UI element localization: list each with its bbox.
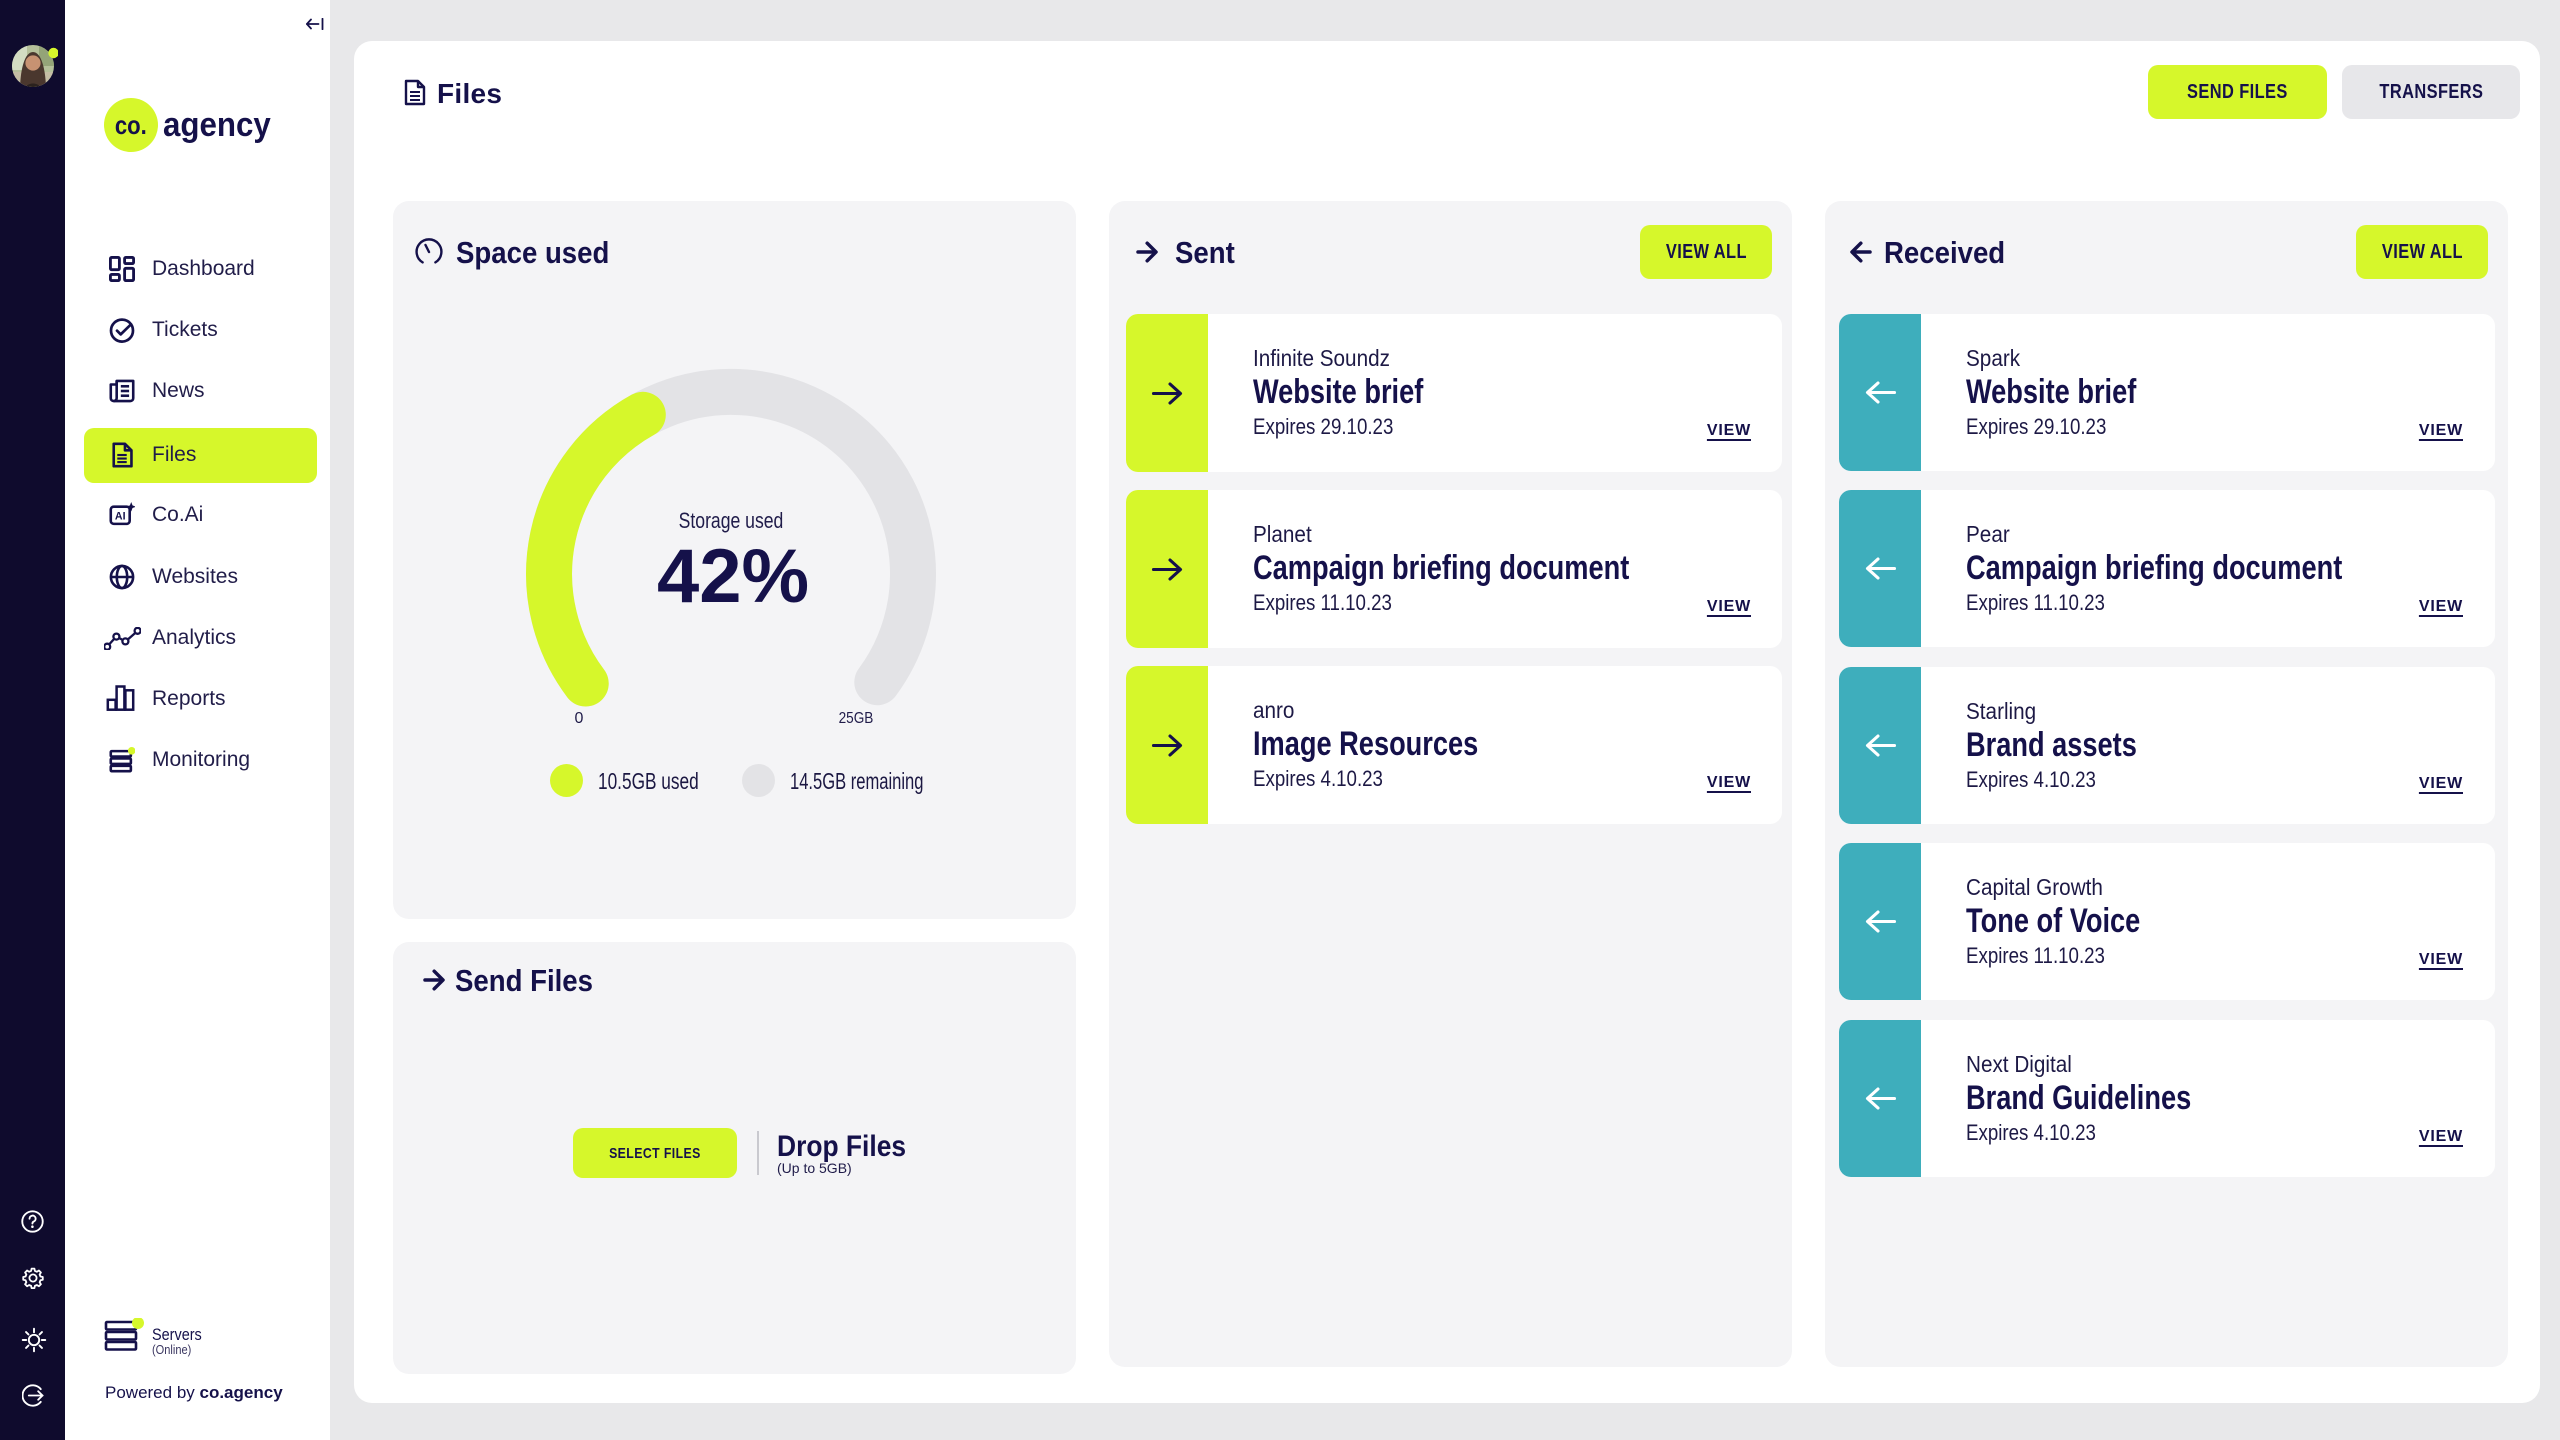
svg-text:AI: AI	[115, 510, 126, 522]
